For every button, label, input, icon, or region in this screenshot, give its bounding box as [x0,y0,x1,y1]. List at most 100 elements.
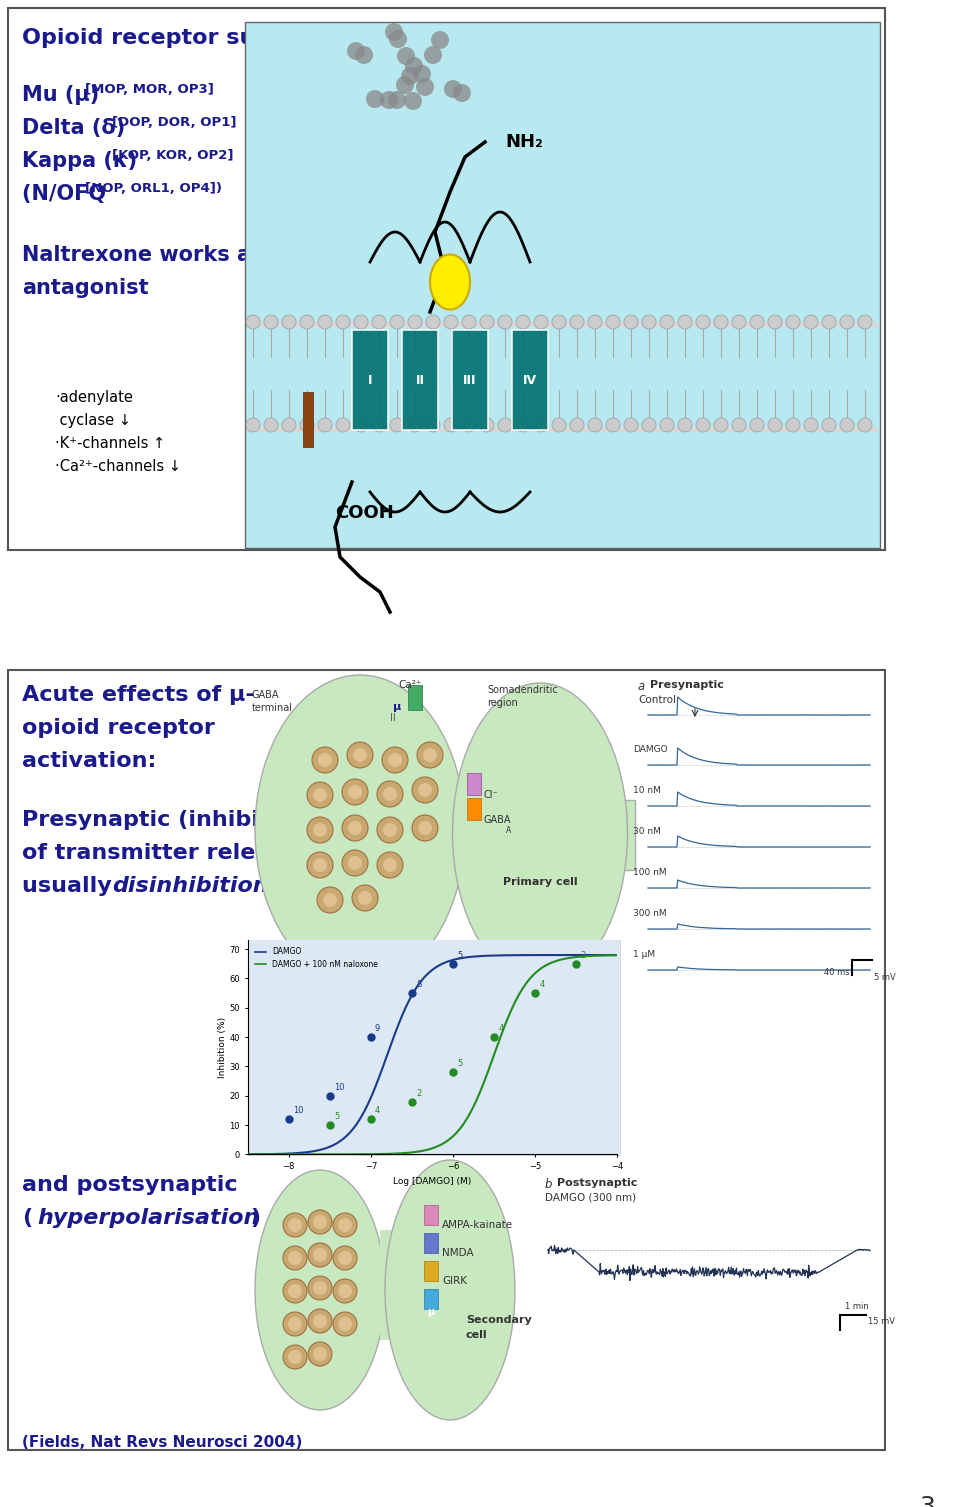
Circle shape [413,65,431,83]
Bar [424,1206,438,1225]
Text: ·Ca²⁺-channels ↓: ·Ca²⁺-channels ↓ [55,460,181,475]
Circle shape [333,1279,357,1304]
Circle shape [358,891,372,906]
Text: DAMGO: DAMGO [633,744,667,754]
Circle shape [377,781,403,808]
Bar [245,23,880,549]
Circle shape [313,1314,327,1328]
Circle shape [426,417,440,433]
Circle shape [336,315,350,329]
Circle shape [338,1317,352,1331]
Circle shape [307,851,333,879]
Text: 2: 2 [580,951,586,960]
Circle shape [858,417,872,433]
Text: b: b [545,1178,553,1191]
Ellipse shape [255,1169,385,1411]
Bar [380,1230,400,1340]
Circle shape [588,417,602,433]
Text: Mu (μ): Mu (μ) [22,84,107,105]
Circle shape [308,1243,332,1267]
Circle shape [313,788,327,802]
Text: hyperpolarisation: hyperpolarisation [37,1209,259,1228]
Bar [424,1261,438,1281]
Text: NMDA: NMDA [442,1248,473,1258]
Text: 5: 5 [457,1059,463,1068]
Circle shape [338,1218,352,1233]
Text: ): ) [268,876,278,897]
Text: opioid receptor: opioid receptor [22,717,215,738]
Circle shape [307,817,333,842]
Circle shape [372,417,386,433]
Circle shape [354,417,368,433]
Circle shape [388,90,406,109]
Circle shape [377,851,403,879]
Circle shape [318,754,332,767]
Circle shape [424,47,442,63]
Circle shape [347,42,365,60]
Circle shape [822,417,836,433]
Text: II: II [390,713,396,723]
Circle shape [354,315,368,329]
Text: 8: 8 [416,980,421,989]
Circle shape [404,92,422,110]
Circle shape [624,417,638,433]
Circle shape [338,1251,352,1264]
Circle shape [288,1350,302,1364]
Circle shape [696,417,710,433]
Text: Presynaptic (inhibition: Presynaptic (inhibition [22,809,308,830]
Circle shape [804,417,818,433]
Circle shape [804,315,818,329]
Text: 30 nM: 30 nM [633,827,660,836]
Circle shape [318,417,332,433]
Circle shape [516,417,530,433]
Ellipse shape [430,255,470,309]
Circle shape [348,856,362,870]
Text: antagonist: antagonist [22,277,149,298]
Circle shape [264,315,278,329]
Bar [467,773,481,796]
Text: Primary cell: Primary cell [503,877,578,888]
Circle shape [347,741,373,769]
Circle shape [355,47,373,63]
Text: ·K⁺-channels ↑: ·K⁺-channels ↑ [55,436,165,451]
Circle shape [283,1346,307,1368]
Text: Postsynaptic: Postsynaptic [557,1178,637,1188]
Text: (Fields, Nat Revs Neurosci 2004): (Fields, Nat Revs Neurosci 2004) [22,1435,302,1450]
Text: 100 nM: 100 nM [633,868,666,877]
Legend: DAMGO, DAMGO + 100 nM naloxone: DAMGO, DAMGO + 100 nM naloxone [252,945,381,972]
Bar [247,426,878,433]
Circle shape [462,315,476,329]
Circle shape [342,850,368,876]
Circle shape [678,417,692,433]
Circle shape [768,315,782,329]
Text: Control: Control [638,695,676,705]
Text: GABA: GABA [252,690,279,699]
Text: cyclase ↓: cyclase ↓ [55,413,131,428]
Bar [424,1233,438,1252]
Circle shape [383,787,397,802]
Circle shape [383,823,397,836]
Text: 10: 10 [334,1084,345,1093]
Bar [424,1288,438,1310]
Circle shape [786,417,800,433]
Text: terminal: terminal [252,702,293,713]
Circle shape [431,32,449,50]
Circle shape [660,315,674,329]
Circle shape [416,78,434,96]
Circle shape [480,417,494,433]
Bar [512,330,548,429]
Circle shape [383,857,397,873]
Text: Somadendritic: Somadendritic [487,686,558,695]
Circle shape [338,1284,352,1298]
Ellipse shape [452,683,628,983]
Circle shape [405,57,423,75]
Circle shape [750,417,764,433]
Text: 10: 10 [293,1106,303,1115]
Bar [402,330,438,429]
Text: of transmitter release;: of transmitter release; [22,842,307,864]
Text: 2: 2 [416,1088,421,1097]
Circle shape [246,315,260,329]
Circle shape [342,815,368,841]
Circle shape [388,754,402,767]
Text: [MOP, MOR, OP3]: [MOP, MOR, OP3] [85,83,214,96]
